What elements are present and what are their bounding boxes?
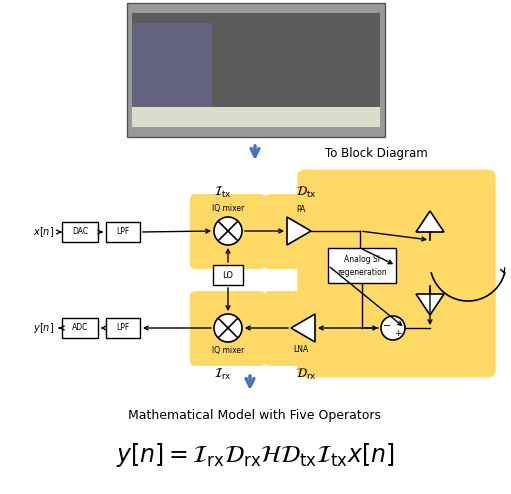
Text: IQ mixer: IQ mixer xyxy=(212,345,244,355)
Text: $x[n]$: $x[n]$ xyxy=(34,225,55,239)
FancyBboxPatch shape xyxy=(190,194,266,269)
Text: $\mathcal{D}_{\mathrm{rx}}$: $\mathcal{D}_{\mathrm{rx}}$ xyxy=(296,367,316,381)
Text: $y[n] = \mathcal{I}_{\mathrm{rx}}\mathcal{D}_{\mathrm{rx}}\mathcal{H}\mathcal{D}: $y[n] = \mathcal{I}_{\mathrm{rx}}\mathca… xyxy=(116,441,394,469)
Bar xyxy=(132,13,380,127)
Text: $+$: $+$ xyxy=(393,328,402,338)
FancyBboxPatch shape xyxy=(297,169,496,377)
Text: LO: LO xyxy=(222,271,234,280)
Text: LNA: LNA xyxy=(293,345,309,355)
FancyBboxPatch shape xyxy=(190,291,266,366)
Text: ADC: ADC xyxy=(72,324,88,332)
Bar xyxy=(132,23,212,127)
Text: DAC: DAC xyxy=(72,228,88,237)
Text: $\mathcal{I}_{\mathrm{tx}}$: $\mathcal{I}_{\mathrm{tx}}$ xyxy=(214,184,232,200)
Bar xyxy=(213,265,243,285)
Text: $y[n]$: $y[n]$ xyxy=(34,321,55,335)
Text: LPF: LPF xyxy=(117,324,130,332)
Polygon shape xyxy=(416,211,444,232)
Text: Mathematical Model with Five Operators: Mathematical Model with Five Operators xyxy=(128,409,382,421)
Bar xyxy=(328,248,396,283)
Text: $-$: $-$ xyxy=(382,319,391,329)
Ellipse shape xyxy=(214,314,242,342)
Text: regeneration: regeneration xyxy=(337,268,387,277)
Text: $\mathcal{D}_{\mathrm{tx}}$: $\mathcal{D}_{\mathrm{tx}}$ xyxy=(296,184,316,200)
Bar xyxy=(106,222,140,242)
Polygon shape xyxy=(291,314,315,342)
Text: LPF: LPF xyxy=(117,228,130,237)
Polygon shape xyxy=(287,217,311,245)
Bar xyxy=(132,107,380,127)
Polygon shape xyxy=(416,294,444,315)
Text: Analog SI: Analog SI xyxy=(344,255,380,264)
Text: PA: PA xyxy=(296,205,306,213)
Text: $\mathcal{I}_{\mathrm{rx}}$: $\mathcal{I}_{\mathrm{rx}}$ xyxy=(214,367,232,381)
Bar xyxy=(62,318,98,338)
FancyBboxPatch shape xyxy=(264,291,339,366)
Bar xyxy=(62,222,98,242)
Text: To Block Diagram: To Block Diagram xyxy=(325,147,428,160)
Bar xyxy=(127,3,385,137)
Text: IQ mixer: IQ mixer xyxy=(212,205,244,213)
Bar xyxy=(106,318,140,338)
Ellipse shape xyxy=(214,217,242,245)
Ellipse shape xyxy=(381,316,405,340)
FancyBboxPatch shape xyxy=(264,194,339,269)
